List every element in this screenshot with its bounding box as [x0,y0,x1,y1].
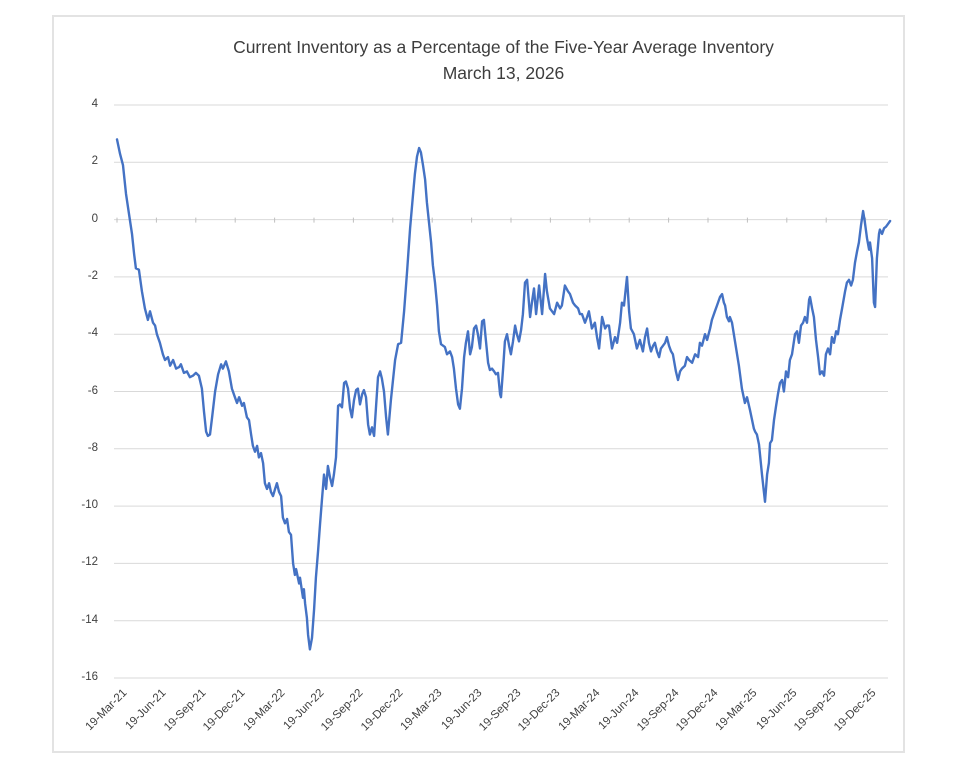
y-axis-label: -16 [81,671,98,683]
series-line [115,138,892,651]
y-axis-label: -4 [87,327,98,340]
chart-plot [114,104,892,679]
y-axis-label: -10 [81,499,98,512]
y-axis-label: 4 [91,98,98,110]
y-axis-label: -6 [87,384,98,397]
y-axis-label: -8 [87,441,98,454]
y-axis-label: 2 [91,155,98,168]
y-axis-label: -12 [81,556,98,569]
chart-subtitle: March 13, 2026 [442,63,565,83]
chart-title-block: Current Inventory as a Percentage of the… [117,34,890,86]
y-axis-label: -14 [81,613,98,626]
chart-frame: Current Inventory as a Percentage of the… [52,15,905,753]
y-axis-labels: 4 2 0 -2 -4 -6 -8 -10 -12 -14 -16 [54,17,102,755]
chart-title: Current Inventory as a Percentage of the… [233,37,774,57]
y-axis-label: 0 [91,212,98,225]
y-axis-label: -2 [87,269,98,282]
